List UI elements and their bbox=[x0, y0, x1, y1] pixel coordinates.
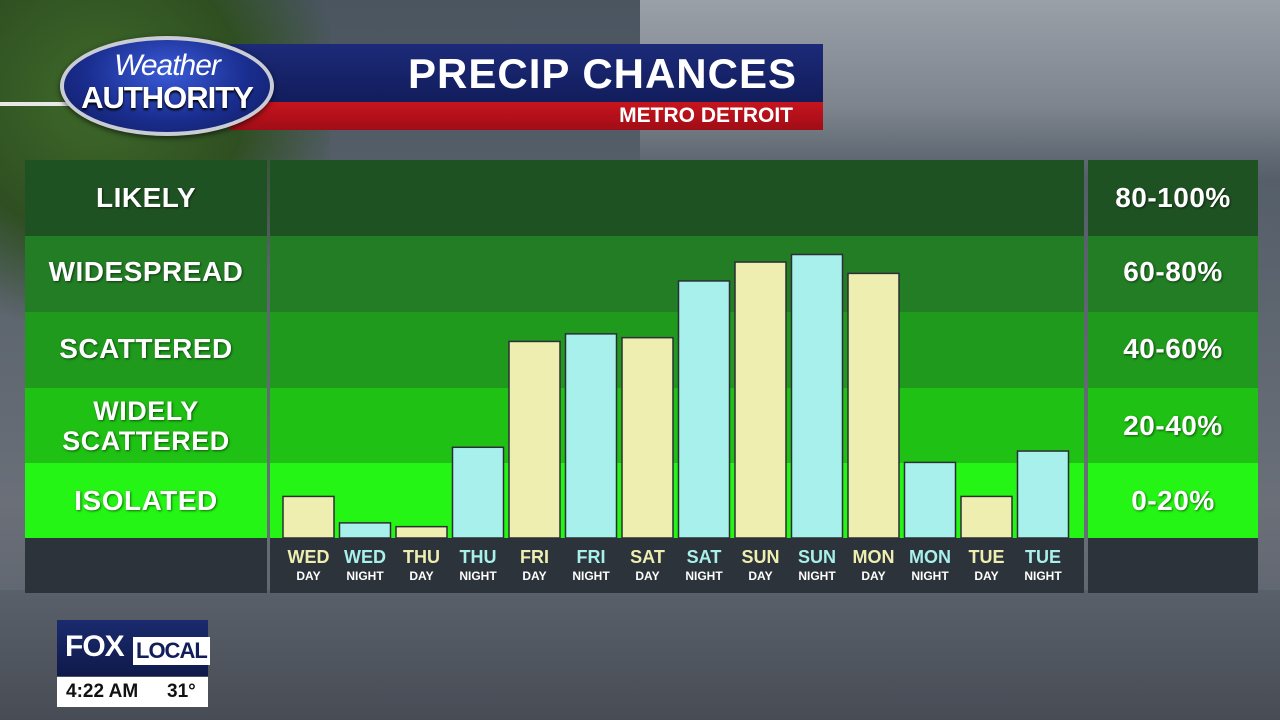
tick-period-2: DAY bbox=[409, 569, 433, 583]
tick-period-9: NIGHT bbox=[798, 569, 836, 583]
tick-period-7: NIGHT bbox=[685, 569, 723, 583]
tick-period-0: DAY bbox=[296, 569, 320, 583]
weather-authority-logo: Weather AUTHORITY bbox=[60, 36, 274, 136]
logo-line-2: AUTHORITY bbox=[81, 80, 254, 115]
bar-wed-day bbox=[282, 495, 335, 539]
tick-day-10: MON bbox=[853, 547, 895, 567]
tick-period-1: NIGHT bbox=[346, 569, 384, 583]
tick-period-13: NIGHT bbox=[1024, 569, 1062, 583]
precip-bar-chart: WED DAY WED NIGHT THU DAY THU NIGHT FRI DAY FRI NIG… bbox=[282, 253, 1070, 583]
bar-sat-day bbox=[621, 336, 674, 539]
logo-line-1: Weather bbox=[114, 49, 221, 82]
label-scattered: SCATTERED bbox=[59, 333, 233, 364]
tick-day-12: TUE bbox=[969, 547, 1005, 567]
axis-spacer-right bbox=[1088, 538, 1258, 593]
pct-60-80: 60-80% bbox=[1123, 256, 1223, 287]
tick-day-8: SUN bbox=[741, 547, 779, 567]
bar-sat-night bbox=[677, 280, 731, 539]
pct-0-20: 0-20% bbox=[1131, 485, 1215, 516]
tick-day-4: FRI bbox=[520, 547, 549, 567]
pct-band-widespread: 60-80% bbox=[1088, 236, 1258, 312]
bar-fri-night bbox=[564, 333, 618, 539]
tick-day-9: SUN bbox=[798, 547, 836, 567]
chart-subtitle: METRO DETROIT bbox=[619, 104, 793, 127]
current-temp: 31° bbox=[167, 681, 196, 702]
pct-band-isolated: 0-20% bbox=[1088, 463, 1258, 538]
label-widespread: WIDESPREAD bbox=[48, 256, 244, 287]
band-likely: LIKELY bbox=[25, 160, 267, 236]
tick-period-11: NIGHT bbox=[911, 569, 949, 583]
bar-mon-night bbox=[903, 461, 957, 539]
tick-day-11: MON bbox=[909, 547, 951, 567]
time-temp-bar: 4:22 AM 31° bbox=[57, 677, 208, 707]
tick-period-6: DAY bbox=[635, 569, 659, 583]
chart-title: PRECIP CHANCES bbox=[408, 50, 797, 97]
bar-fri-day bbox=[508, 340, 561, 539]
pct-80-100: 80-100% bbox=[1115, 182, 1231, 213]
band-isolated: ISOLATED bbox=[25, 463, 267, 538]
tick-period-12: DAY bbox=[974, 569, 998, 583]
pct-band-likely: 80-100% bbox=[1088, 160, 1258, 236]
band-widely-scattered: WIDELY SCATTERED bbox=[25, 388, 267, 463]
subtitle-banner: METRO DETROIT bbox=[230, 102, 823, 130]
tick-period-8: DAY bbox=[748, 569, 772, 583]
pct-band-scattered: 40-60% bbox=[1088, 312, 1258, 388]
clock-time: 4:22 AM bbox=[66, 681, 139, 702]
band-widespread: WIDESPREAD bbox=[25, 236, 267, 312]
accent-line bbox=[0, 102, 90, 106]
tick-day-6: SAT bbox=[630, 547, 665, 567]
label-isolated: ISOLATED bbox=[74, 485, 218, 516]
bar-sun-night bbox=[790, 253, 844, 539]
plot-band-80-100 bbox=[270, 160, 1084, 236]
pct-band-widely: 20-40% bbox=[1088, 388, 1258, 463]
bar-tue-night bbox=[1016, 450, 1070, 539]
pct-20-40: 20-40% bbox=[1123, 410, 1223, 441]
plot-band-40-60 bbox=[270, 312, 1084, 388]
pct-40-60: 40-60% bbox=[1123, 333, 1223, 364]
bar-thu-night bbox=[451, 446, 505, 539]
local-logo-text: LOCAL bbox=[133, 637, 210, 665]
bar-wed-night bbox=[338, 522, 392, 539]
axis-spacer-left bbox=[25, 538, 267, 593]
chart-area: WED DAY WED NIGHT THU DAY THU NIGHT FRI DAY FRI NIG… bbox=[270, 160, 1084, 593]
plot-band-60-80 bbox=[270, 236, 1084, 312]
tick-period-10: DAY bbox=[861, 569, 885, 583]
band-scattered: SCATTERED bbox=[25, 312, 267, 388]
tick-day-0: WED bbox=[288, 547, 330, 567]
label-widely-scattered: SCATTERED bbox=[62, 426, 230, 456]
tick-day-3: THU bbox=[460, 547, 497, 567]
x-axis-strip bbox=[270, 538, 1084, 593]
tick-day-2: THU bbox=[403, 547, 440, 567]
tick-period-5: NIGHT bbox=[572, 569, 610, 583]
bar-thu-day bbox=[395, 525, 448, 539]
bar-mon-day bbox=[847, 272, 900, 539]
category-panel: LIKELY WIDESPREAD SCATTERED WIDELY SCATT… bbox=[25, 160, 267, 593]
background-street bbox=[0, 590, 1280, 720]
title-banner: PRECIP CHANCES bbox=[230, 44, 823, 102]
tick-day-13: TUE bbox=[1025, 547, 1061, 567]
tick-period-4: DAY bbox=[522, 569, 546, 583]
tick-day-5: FRI bbox=[577, 547, 606, 567]
label-widely: WIDELY bbox=[93, 396, 199, 426]
plot-band-20-40 bbox=[270, 388, 1084, 463]
bar-tue-day bbox=[960, 495, 1013, 539]
tick-period-3: NIGHT bbox=[459, 569, 497, 583]
bar-sun-day bbox=[734, 261, 787, 539]
fox-local-badge: FOX LOCAL bbox=[57, 620, 210, 676]
percent-panel: 80-100% 60-80% 40-60% 20-40% 0-20% bbox=[1088, 160, 1258, 593]
label-likely: LIKELY bbox=[96, 182, 196, 213]
tick-day-1: WED bbox=[344, 547, 386, 567]
fox-logo-text: FOX bbox=[65, 630, 125, 663]
tick-day-7: SAT bbox=[687, 547, 722, 567]
